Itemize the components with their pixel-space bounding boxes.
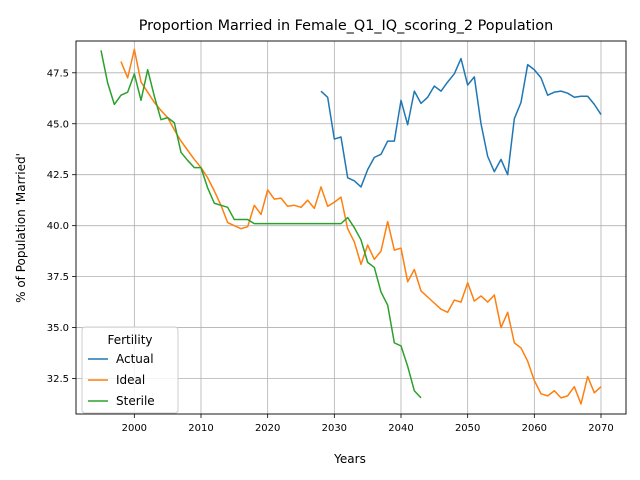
y-axis-label: % of Population 'Married' [14, 153, 28, 303]
legend-title: Fertility [107, 333, 152, 347]
x-tick-label: 2040 [388, 423, 413, 434]
x-tick-label: 2020 [255, 423, 280, 434]
y-tick-label: 35.0 [47, 323, 69, 334]
y-tick-label: 37.5 [47, 272, 69, 283]
x-tick-label: 2000 [122, 423, 147, 434]
plot-area-frame [75, 40, 627, 415]
chart-title: Proportion Married in Female_Q1_IQ_scori… [139, 18, 553, 34]
x-axis-label: Years [333, 452, 366, 466]
series-line-actual [320, 57, 602, 188]
y-tick-label: 32.5 [47, 374, 69, 385]
legend-entries: Actual Ideal Sterile [88, 352, 155, 408]
legend-box [81, 326, 179, 414]
x-tick-label: 2050 [455, 423, 480, 434]
y-tick-label: 45.0 [47, 119, 69, 130]
legend-label-ideal: Ideal [116, 373, 145, 387]
series-lines [100, 48, 602, 405]
x-tick-label: 2070 [588, 423, 613, 434]
legend-label-actual: Actual [116, 352, 154, 366]
axis-ticks: 2000 2010 2020 2030 2040 2050 2060 2070 32.5 35.0… [47, 68, 614, 434]
x-tick-label: 2030 [322, 423, 347, 434]
legend: Fertility Actual Ideal Sterile [81, 326, 179, 414]
series-line-sterile [100, 50, 422, 399]
x-tick-label: 2060 [522, 423, 547, 434]
x-tick-label: 2010 [188, 423, 213, 434]
y-tick-label: 40.0 [47, 221, 69, 232]
y-tick-label: 47.5 [47, 68, 69, 79]
y-tick-label: 42.5 [47, 170, 69, 181]
legend-label-sterile: Sterile [116, 394, 155, 408]
